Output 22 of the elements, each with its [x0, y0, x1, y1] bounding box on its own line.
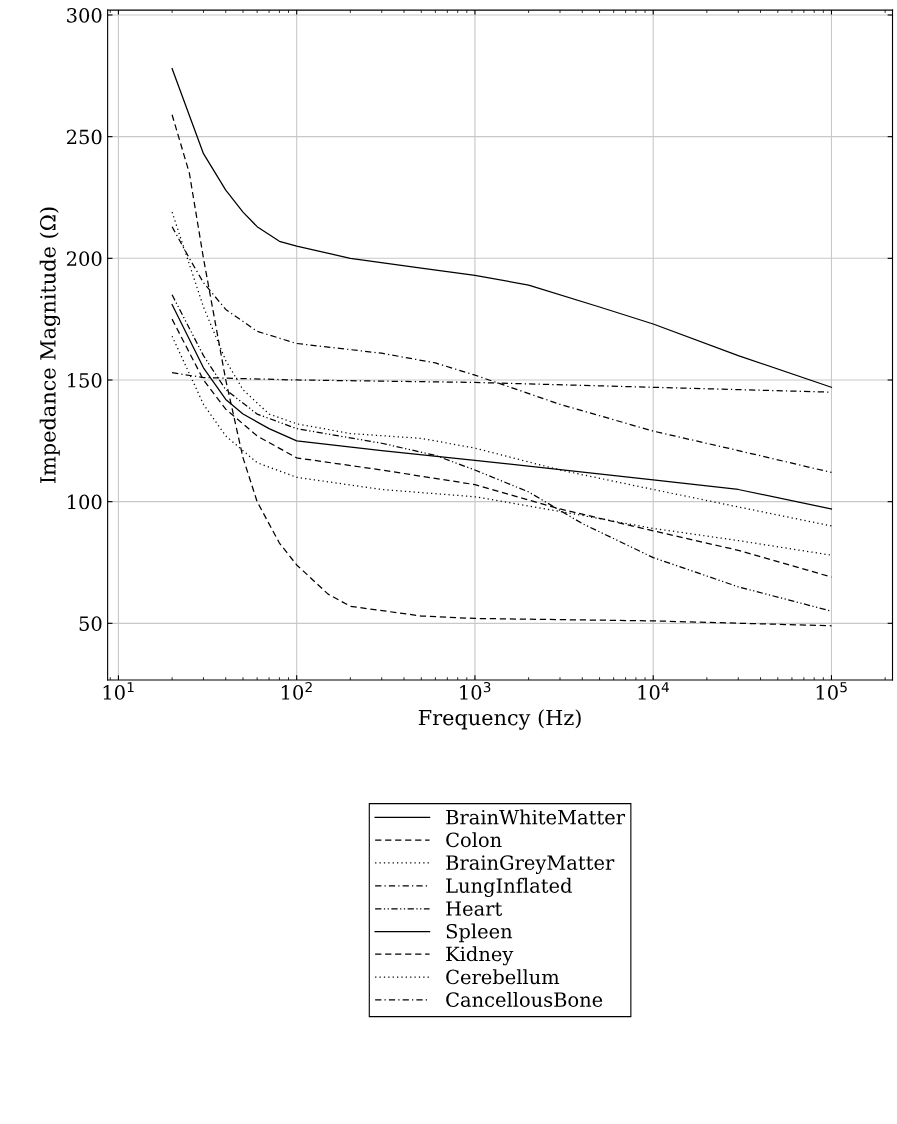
y-tick-label: 300	[67, 7, 102, 23]
x-tick-label: 10$^{1}$	[103, 682, 134, 700]
legend-label: BrainGreyMatter	[446, 855, 615, 874]
y-axis-title: Impedance Magnitude (Ω)	[39, 207, 61, 484]
legend-label: Spleen	[446, 923, 513, 943]
legend-label: CancellousBone	[446, 991, 603, 1007]
y-tick-label: 250	[66, 129, 102, 145]
y-tick-label: 200	[66, 251, 102, 266]
x-tick-label: 10$^{4}$	[638, 682, 669, 700]
x-tick-label: 10$^{2}$	[281, 681, 312, 700]
x-axis-title: Frequency (Hz)	[418, 709, 581, 730]
legend-label: Heart	[446, 901, 503, 916]
legend-label: Cerebellum	[446, 969, 560, 985]
x-tick-label: 10$^{5}$	[816, 682, 847, 700]
y-tick-label: 100	[68, 494, 102, 510]
x-tick-label: 10$^{3}$	[460, 681, 491, 700]
y-tick-label: 150	[68, 372, 102, 388]
y-tick-label: 50	[79, 616, 102, 631]
legend-label: Colon	[446, 832, 502, 848]
legend-label: LungInflated	[446, 877, 572, 897]
legend-label: BrainWhiteMatter	[446, 809, 626, 825]
legend-label: Kidney	[446, 946, 514, 966]
